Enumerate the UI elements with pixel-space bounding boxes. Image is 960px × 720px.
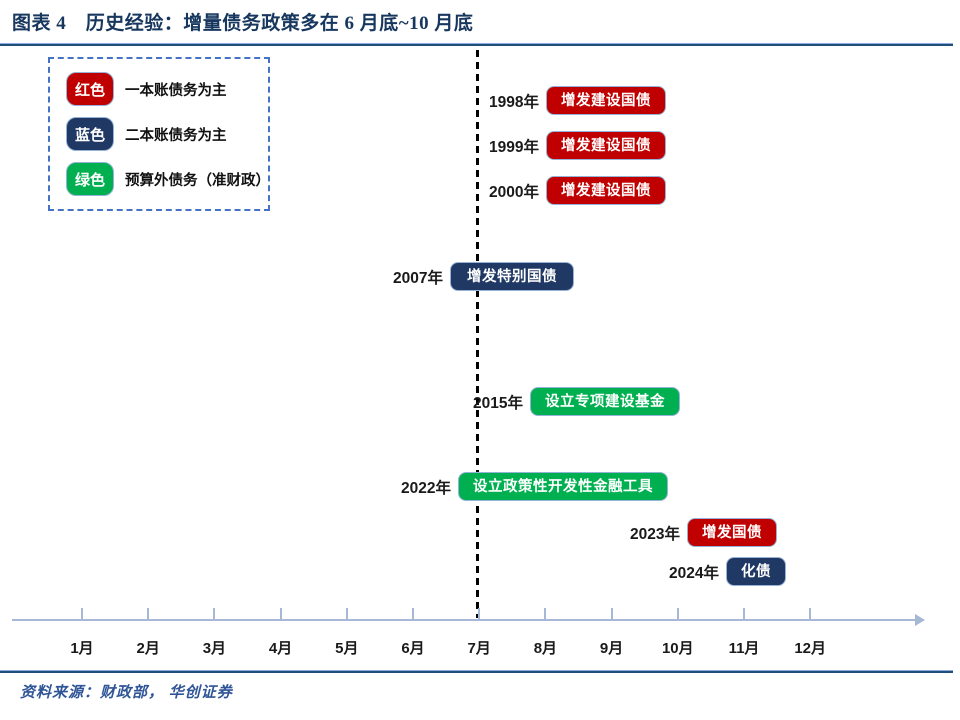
event-1999: 1999年 增发建设国债: [477, 131, 666, 160]
event-badge: 设立专项建设基金: [530, 387, 680, 416]
month-tick: [147, 608, 150, 619]
legend-label: 二本账债务为主: [125, 127, 227, 144]
month-label: 10月: [661, 640, 694, 657]
month-label: 12月: [794, 640, 827, 657]
legend-label: 预算外债务（准财政）: [125, 172, 270, 189]
event-2022: 2022年 设立政策性开发性金融工具: [389, 472, 668, 501]
red-swatch: 红色: [66, 72, 114, 106]
event-year: 1998年: [489, 93, 539, 111]
month-tick: [676, 608, 679, 619]
event-badge: 增发特别国债: [450, 262, 574, 291]
july-reference-dashed-line: [476, 50, 479, 618]
month-label: 6月: [401, 640, 425, 657]
legend-item-green: 绿色 预算外债务（准财政）: [66, 162, 270, 196]
month-label: 11月: [728, 640, 760, 657]
month-label: 3月: [202, 640, 227, 657]
event-year: 2000年: [489, 183, 539, 201]
month-label: 9月: [599, 640, 624, 657]
bottom-divider: [0, 670, 953, 673]
event-badge: 化债: [726, 557, 786, 586]
source-note: 资料来源：财政部， 华创证券: [20, 685, 233, 701]
month-tick: [213, 608, 216, 619]
title-divider: [0, 43, 953, 46]
figure-title: 图表 4 历史经验：增量债务政策多在 6 月底~10 月底: [12, 13, 474, 34]
event-2007: 2007年 增发特别国债: [381, 262, 574, 291]
event-2015: 2015年 设立专项建设基金: [461, 387, 680, 416]
event-badge: 增发建设国债: [546, 86, 666, 115]
month-tick: [809, 608, 812, 619]
event-2024: 2024年 化债: [657, 557, 786, 586]
month-label: 4月: [268, 640, 293, 657]
event-year: 1999年: [489, 138, 539, 156]
legend: 红色 一本账债务为主 蓝色 二本账债务为主 绿色 预算外债务（准财政）: [48, 57, 270, 211]
event-badge: 增发国债: [687, 518, 777, 547]
event-year: 2022年: [401, 479, 451, 497]
month-label: 7月: [467, 640, 491, 657]
event-badge: 增发建设国债: [546, 131, 666, 160]
month-tick: [610, 608, 613, 619]
legend-item-red: 红色 一本账债务为主: [66, 72, 268, 106]
month-label: 8月: [533, 640, 558, 657]
month-label: 5月: [335, 640, 359, 657]
month-tick: [81, 608, 83, 619]
month-label: 1月: [70, 640, 94, 657]
event-badge: 设立政策性开发性金融工具: [458, 472, 668, 501]
x-axis-arrow-icon: [915, 614, 925, 626]
month-tick: [743, 608, 745, 619]
event-1998: 1998年 增发建设国债: [477, 86, 666, 115]
month-tick: [412, 608, 414, 619]
blue-swatch: 蓝色: [66, 117, 114, 151]
event-year: 2023年: [630, 525, 680, 543]
month-label: 2月: [136, 640, 160, 657]
month-tick: [279, 608, 282, 619]
month-tick: [345, 608, 348, 619]
green-swatch: 绿色: [66, 162, 114, 196]
event-2000: 2000年 增发建设国债: [477, 176, 666, 205]
legend-item-blue: 蓝色 二本账债务为主: [66, 117, 268, 151]
event-year: 2024年: [669, 564, 719, 582]
month-tick: [544, 608, 547, 619]
legend-label: 一本账债务为主: [125, 82, 227, 99]
event-year: 2015年: [473, 394, 523, 412]
event-year: 2007年: [393, 269, 443, 287]
x-axis-line: [12, 619, 917, 621]
event-2023: 2023年 增发国债: [618, 518, 777, 547]
event-badge: 增发建设国债: [546, 176, 666, 205]
month-tick: [478, 608, 481, 619]
